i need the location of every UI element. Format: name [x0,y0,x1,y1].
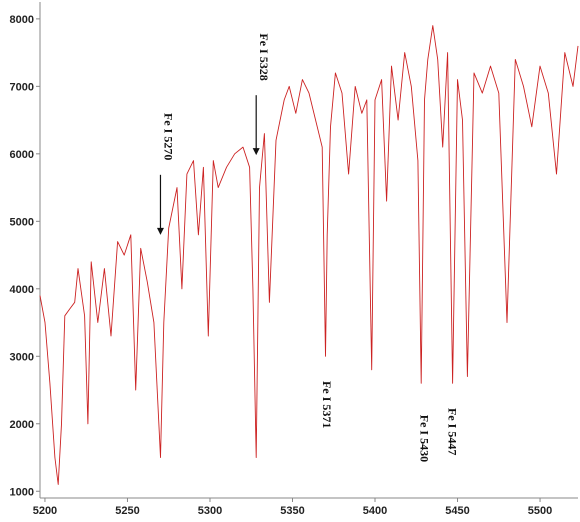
x-tick-label: 5350 [280,505,304,517]
y-tick-label: 5000 [10,216,34,228]
x-tick-label: 5400 [363,505,387,517]
y-tick-label: 6000 [10,149,34,161]
x-tick-label: 5450 [445,505,469,517]
annotation-label: Fe I 5371 [320,381,334,428]
annotation-arrowhead [156,227,164,235]
annotation-label: Fe I 5447 [446,408,460,455]
annotation-arrowhead [252,148,260,156]
spectrum-line [39,25,579,485]
annotation-label: Fe I 5270 [161,113,175,160]
x-tick-label: 5200 [33,505,57,517]
annotation-label: Fe I 5430 [418,415,432,462]
x-tick-label: 5300 [198,505,222,517]
y-tick-label: 2000 [10,419,34,431]
x-tick-label: 5500 [528,505,552,517]
y-tick-label: 7000 [10,81,34,93]
y-tick-label: 4000 [10,284,34,296]
y-tick-label: 1000 [10,486,34,498]
y-tick-label: 8000 [10,14,34,26]
x-tick-label: 5250 [115,505,139,517]
annotation-label: Fe I 5328 [257,33,271,80]
y-tick-label: 3000 [10,351,34,363]
